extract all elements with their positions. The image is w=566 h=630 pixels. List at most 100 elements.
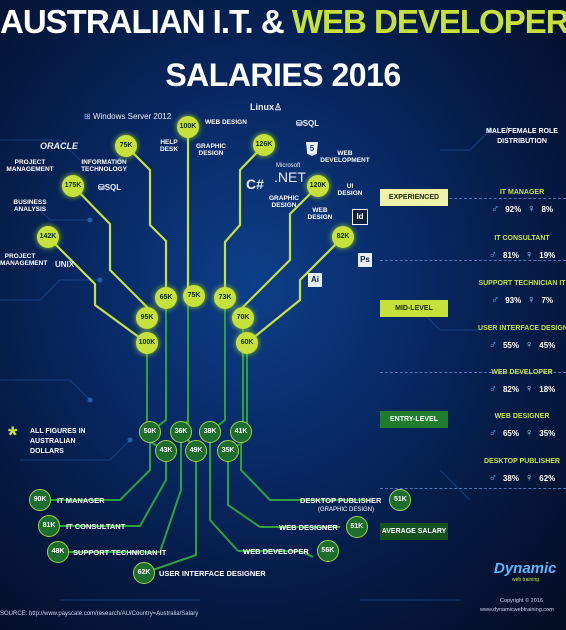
band-mid-level: MID-LEVEL	[380, 300, 448, 317]
male-percent: 93%	[505, 295, 522, 305]
divider	[380, 372, 566, 373]
divider	[380, 260, 566, 261]
band-average-salary: AVERAGE SALARY	[380, 523, 448, 540]
node-mid: 73K	[214, 287, 236, 309]
node-entry: 38K	[199, 421, 221, 443]
indesign-icon: Id	[352, 209, 368, 225]
male-icon: ♂	[488, 427, 497, 439]
label-business-analysis: BUSINESS ANALYSIS	[13, 199, 47, 213]
female-icon: ♀	[527, 203, 536, 215]
female-icon: ♀	[525, 339, 534, 351]
female-icon: ♀	[525, 383, 534, 395]
gender-role-block: WEB DESIGNER ♂ 65% ♀ 35%	[478, 413, 566, 439]
title-part-2: WEB DEVELOPER	[291, 3, 566, 40]
label-web-design-2: WEB DESIGN	[307, 207, 333, 221]
database-icon: ⛁	[296, 119, 303, 128]
node-mid: 60K	[236, 332, 258, 354]
male-icon: ♂	[488, 249, 497, 261]
node-experienced: 100K	[177, 116, 199, 138]
title-line-2: SALARIES 2016	[165, 57, 401, 93]
female-percent: 19%	[539, 250, 556, 260]
band-experienced: EXPERIENCED	[380, 189, 448, 206]
role-label: SUPPORT TECHNICIAN IT	[73, 547, 167, 557]
oracle-logo: ORACLE	[40, 141, 78, 151]
label-web-development: WEB DEVELOPMENT	[320, 150, 370, 164]
role-label: DESKTOP PUBLISHER	[300, 495, 382, 505]
csharp-logo: C#	[246, 176, 264, 192]
role-label: USER INTERFACE DESIGNER	[159, 568, 266, 578]
male-icon: ♂	[488, 472, 497, 484]
windows-icon: ⊞	[84, 112, 91, 121]
average-salary-row: WEB DESIGNER 51K	[279, 516, 368, 538]
female-percent: 45%	[539, 340, 556, 350]
label-graphic-design-2: GRAPHIC DESIGN	[269, 195, 299, 209]
role-label: IT CONSULTANT	[66, 521, 126, 531]
node-experienced: 175K	[62, 175, 84, 197]
gender-role-block: SUPPORT TECHNICIAN IT ♂ 93% ♀ 7%	[478, 280, 566, 306]
salary-badge: 90K	[29, 489, 51, 511]
male-percent: 38%	[502, 473, 519, 483]
female-icon: ♀	[525, 249, 534, 261]
currency-note: ALL FIGURES IN AUSTRALIAN DOLLARS	[30, 428, 86, 455]
label-information-technology: INFORMATION TECHNOLOGY	[81, 159, 127, 173]
node-entry: 43K	[155, 440, 177, 462]
average-salary-row: 81K IT CONSULTANT	[38, 515, 126, 537]
label-graphic-design: GRAPHIC DESIGN	[196, 143, 226, 157]
node-mid: 70K	[232, 307, 254, 329]
brand-logo: Dynamic	[494, 560, 557, 577]
node-entry: 41K	[230, 421, 252, 443]
male-percent: 82%	[502, 384, 519, 394]
average-salary-row: 62K USER INTERFACE DESIGNER	[133, 562, 266, 584]
female-icon: ♀	[525, 427, 534, 439]
female-percent: 35%	[539, 428, 556, 438]
linux-logo: Linux♙	[250, 102, 283, 112]
gender-role-title: IT CONSULTANT	[494, 235, 550, 242]
gender-role-title: WEB DESIGNER	[494, 413, 550, 420]
gender-role-block: DESKTOP PUBLISHER ♂ 38% ♀ 62%	[478, 458, 566, 484]
node-entry: 50K	[139, 421, 161, 443]
gender-role-block: IT MANAGER ♂ 92% ♀ 8%	[478, 189, 566, 215]
male-percent: 55%	[502, 340, 519, 350]
source-link[interactable]: SOURCE: http://www.payscale.com/research…	[0, 611, 199, 617]
brand-subtitle: web training	[512, 577, 539, 583]
node-mid: 75K	[183, 285, 205, 307]
female-percent: 7%	[541, 295, 554, 305]
role-label: IT MANAGER	[57, 495, 105, 505]
male-icon: ♂	[490, 294, 500, 306]
gender-role-title: USER INTERFACE DESIGNER	[478, 325, 566, 332]
average-salary-row: DESKTOP PUBLISHER 51K	[300, 489, 412, 511]
role-sublabel: (GRAPHIC DESIGN)	[318, 507, 375, 513]
node-experienced: 82K	[332, 226, 354, 248]
illustrator-icon: Ai	[308, 273, 322, 287]
html5-icon: 5	[306, 142, 318, 156]
label-web-design: WEB DESIGN	[205, 119, 247, 126]
female-percent: 18%	[539, 384, 556, 394]
role-label: WEB DEVELOPER	[243, 546, 309, 556]
male-percent: 92%	[505, 204, 522, 214]
divider	[380, 488, 566, 489]
salary-badge: 48K	[47, 541, 69, 563]
gender-role-block: USER INTERFACE DESIGNER ♂ 55% ♀ 45%	[478, 325, 566, 351]
node-entry: 49K	[185, 440, 207, 462]
label-ui-design: UI DESIGN	[337, 183, 363, 197]
female-percent: 62%	[539, 473, 556, 483]
gender-role-title: WEB DEVELOPER	[491, 369, 553, 376]
average-salary-row: 48K SUPPORT TECHNICIAN IT	[47, 541, 167, 563]
gender-role-block: WEB DEVELOPER ♂ 82% ♀ 18%	[478, 369, 566, 395]
node-experienced: 142K	[37, 226, 59, 248]
salary-badge: 51K	[345, 516, 368, 538]
asterisk-icon: *	[8, 422, 18, 449]
male-icon: ♂	[490, 203, 500, 215]
female-icon: ♀	[525, 472, 534, 484]
website: www.dynamicwebtraining.com	[480, 607, 554, 613]
windows-server-logo: ⊞ Windows Server 2012	[84, 112, 172, 121]
title-ampersand: &	[260, 3, 285, 40]
node-entry: 36K	[170, 421, 192, 443]
title-line-1: AUSTRALIAN I.T. & WEB DEVELOPER	[0, 4, 566, 40]
male-percent: 81%	[502, 250, 519, 260]
sql-server-logo: ⛁SQL	[98, 183, 122, 192]
salary-badge: 56K	[316, 540, 339, 562]
sql-logo-2: ⛁SQL	[296, 119, 320, 128]
copyright: Copyright © 2016	[500, 598, 543, 604]
